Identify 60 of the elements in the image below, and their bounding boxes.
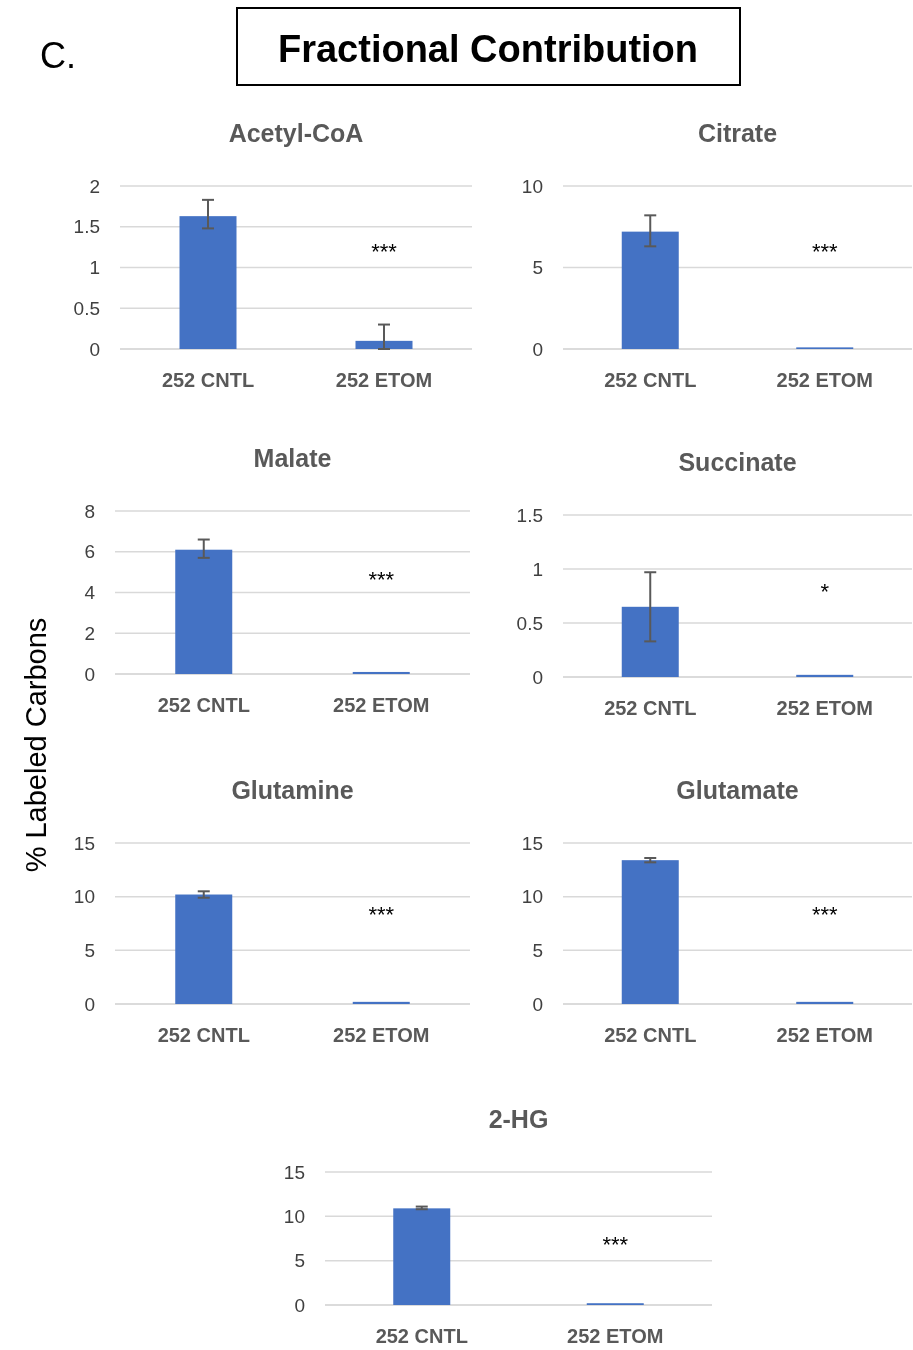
x-tick-label: 252 CNTL <box>161 369 255 391</box>
x-tick-label: 252 CNTL <box>375 1325 468 1347</box>
x-tick-label: 252 ETOM <box>776 369 873 391</box>
y-tick-label: 5 <box>84 939 95 961</box>
x-tick-label: 252 CNTL <box>157 1024 250 1046</box>
chart-title: Citrate <box>697 119 778 147</box>
chart-title: Succinate <box>678 448 797 476</box>
chart-title: Acetyl-CoA <box>228 119 364 147</box>
x-tick-label: 252 ETOM <box>333 694 430 716</box>
annotation: *** <box>811 901 839 927</box>
y-tick-label: 1 <box>532 558 543 580</box>
y-tick-label: 1.5 <box>73 216 100 238</box>
chart-title: Glutamine <box>231 776 354 804</box>
x-tick-label: 252 ETOM <box>776 1024 873 1046</box>
y-tick-label: 15 <box>73 832 95 854</box>
x-tick-label: 252 CNTL <box>604 1024 697 1046</box>
y-tick-label: 1 <box>89 257 100 279</box>
annotation: *** <box>371 238 398 264</box>
y-tick-label: 0 <box>294 1294 305 1316</box>
y-tick-label: 0.5 <box>516 612 543 634</box>
y-tick-label: 15 <box>521 832 543 854</box>
chart-title: 2-HG <box>488 1105 549 1133</box>
y-tick-label: 5 <box>532 939 543 961</box>
x-tick-label: 252 CNTL <box>157 694 250 716</box>
y-tick-label: 10 <box>521 886 543 908</box>
y-tick-label: 2 <box>84 622 95 644</box>
y-tick-label: 0 <box>84 663 95 685</box>
text: C. <box>40 35 76 76</box>
y-tick-label: 5 <box>294 1250 305 1272</box>
text: % Labeled Carbons <box>20 617 52 873</box>
y-tick-label: 15 <box>283 1161 305 1183</box>
x-tick-label: 252 ETOM <box>567 1325 664 1347</box>
x-tick-label: 252 CNTL <box>604 697 697 719</box>
x-tick-label: 252 ETOM <box>335 369 433 391</box>
y-tick-label: 1.5 <box>516 504 543 526</box>
text: Fractional Contribution <box>277 28 699 70</box>
y-tick-label: 6 <box>84 541 95 563</box>
y-tick-label: 10 <box>521 175 543 197</box>
y-tick-label: 0 <box>89 338 100 360</box>
y-tick-label: 0.5 <box>73 297 100 319</box>
annotation: *** <box>368 901 395 927</box>
y-tick-label: 4 <box>84 582 96 604</box>
annotation: *** <box>811 238 839 264</box>
x-tick-label: 252 ETOM <box>776 697 873 719</box>
y-tick-label: 5 <box>532 257 543 279</box>
y-tick-label: 10 <box>283 1205 305 1227</box>
annotation: *** <box>368 567 395 593</box>
y-tick-label: 0 <box>532 666 543 688</box>
y-tick-label: 10 <box>73 886 95 908</box>
annotation: * <box>820 578 830 604</box>
chart-title: Glutamate <box>676 776 799 804</box>
y-tick-label: 0 <box>532 338 543 360</box>
annotation: *** <box>602 1231 629 1257</box>
chart-title: Malate <box>253 444 332 472</box>
y-tick-label: 2 <box>89 175 100 197</box>
x-tick-label: 252 CNTL <box>604 369 697 391</box>
y-tick-label: 0 <box>532 993 543 1015</box>
y-tick-label: 0 <box>84 993 95 1015</box>
x-tick-label: 252 ETOM <box>333 1024 430 1046</box>
y-tick-label: 8 <box>84 500 95 522</box>
